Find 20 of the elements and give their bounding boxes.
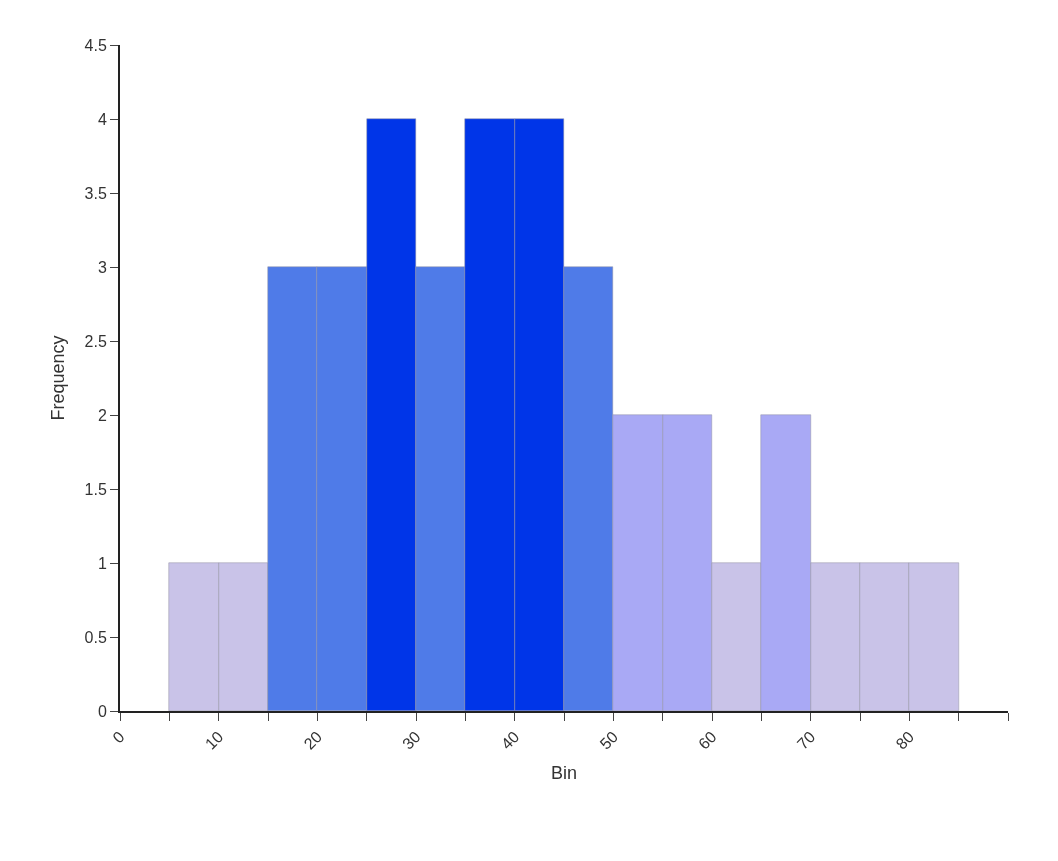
x-tick-label: 60 bbox=[695, 727, 720, 753]
x-axis-title: Bin bbox=[550, 763, 578, 784]
x-tick-label: 50 bbox=[596, 727, 622, 753]
y-tick-label: 3 bbox=[97, 258, 107, 276]
y-tick-label: 2.5 bbox=[84, 332, 107, 350]
x-tick-label: 40 bbox=[497, 727, 523, 753]
y-axis-title: Frequency bbox=[48, 335, 69, 421]
y-tick-label: 4 bbox=[97, 110, 107, 128]
y-tick-label: 3.5 bbox=[84, 184, 107, 202]
y-tick-label: 4.5 bbox=[84, 36, 107, 54]
x-tick-label: 70 bbox=[793, 727, 819, 753]
y-tick-label: 0.5 bbox=[84, 628, 107, 646]
y-tick-label: 1 bbox=[97, 554, 107, 572]
y-tick-label: 2 bbox=[97, 406, 107, 424]
y-tick-label: 0 bbox=[97, 702, 107, 720]
x-tick-label: 10 bbox=[201, 727, 227, 753]
x-tick-label: 20 bbox=[300, 727, 326, 753]
x-tick-label: 80 bbox=[892, 727, 918, 753]
x-tick-label: 30 bbox=[399, 727, 424, 753]
y-tick-label: 1.5 bbox=[84, 480, 107, 498]
